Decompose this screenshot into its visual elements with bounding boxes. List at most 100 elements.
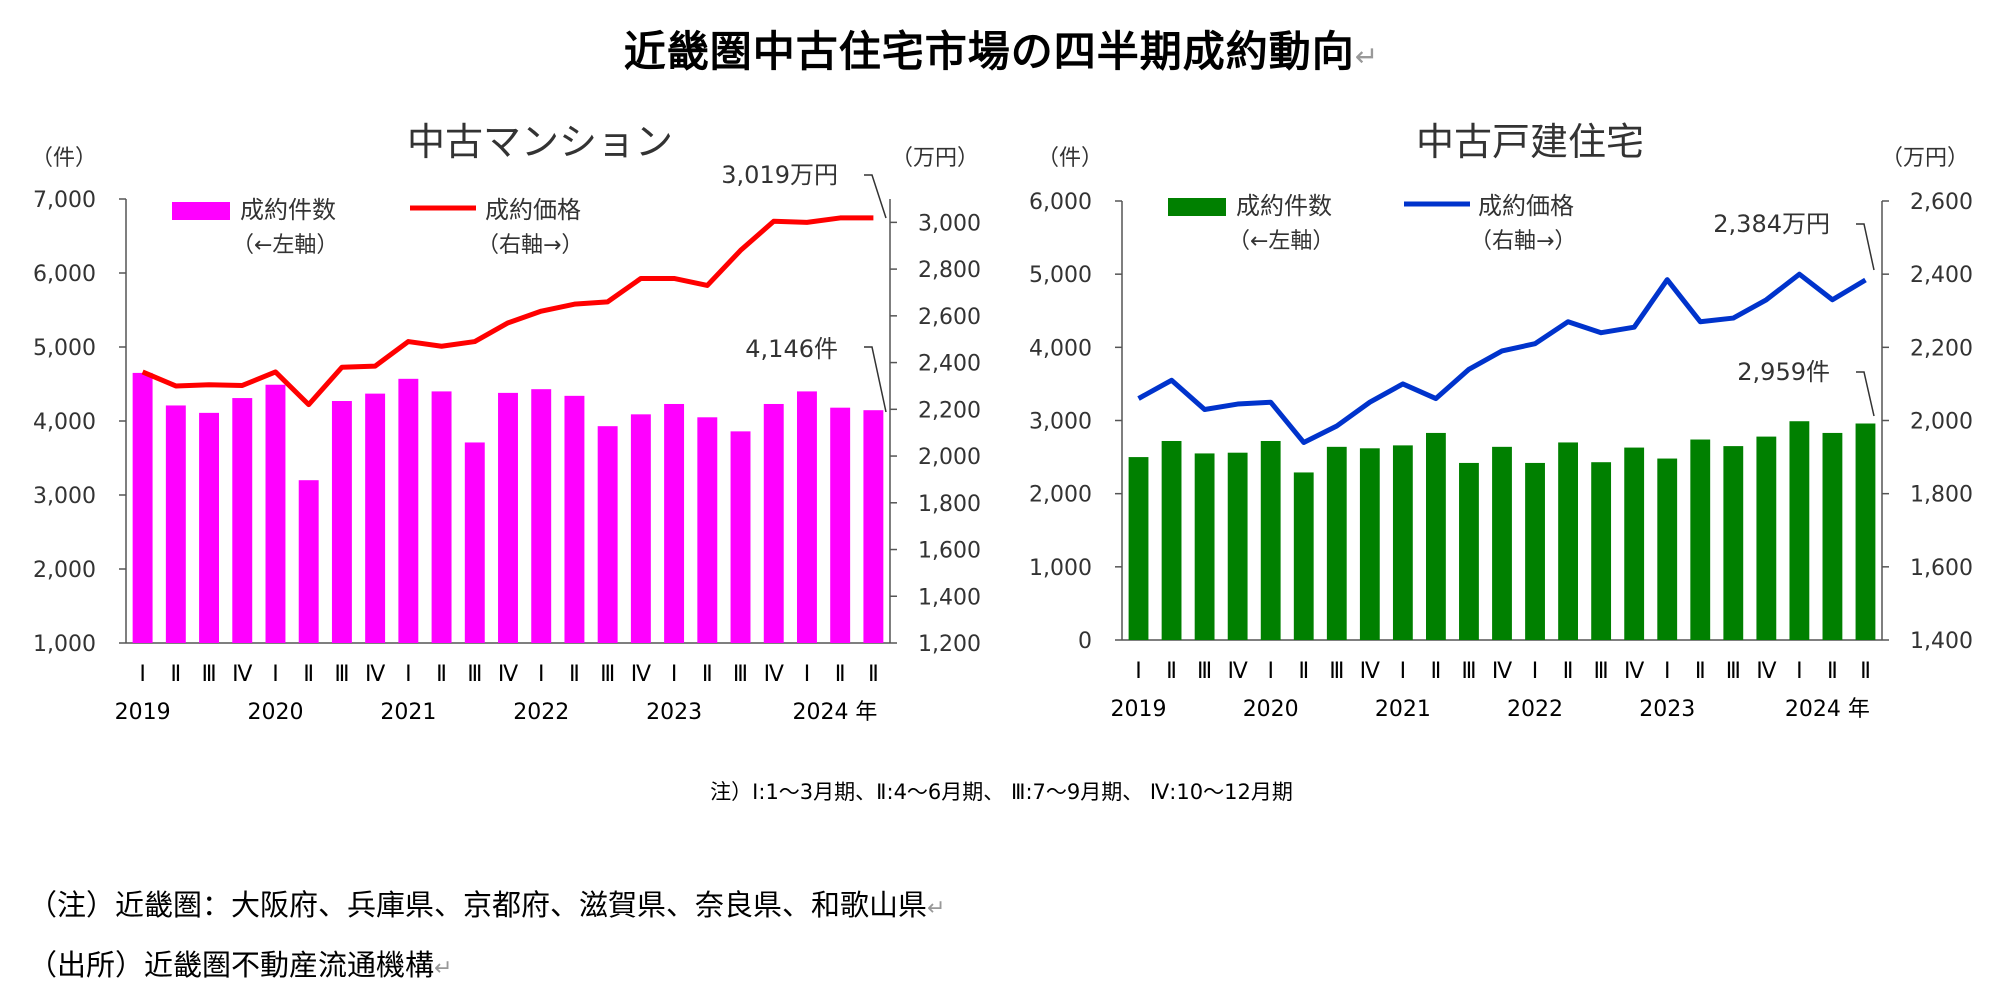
mansion-legend-bar-label: 成約件数 (240, 196, 336, 224)
footer-region-note: （注）近畿圏：大阪府、兵庫県、京都府、滋賀県、奈良県、和歌山県↵ (28, 888, 946, 922)
house-left-tick-label: 1,000 (1029, 556, 1092, 581)
house-left-tick-label: 3,000 (1029, 410, 1092, 435)
mansion-quarter-label: Ⅰ (538, 662, 545, 687)
mansion-left-tick-label: 6,000 (33, 262, 96, 287)
mansion-quarter-label: Ⅳ (498, 662, 519, 687)
house-quarter-label: Ⅰ (1135, 659, 1142, 684)
mansion-bar (498, 392, 518, 643)
house-bar (1525, 462, 1545, 640)
quarter-footnote: 注）Ⅰ:1～3月期、Ⅱ:4～6月期、 Ⅲ:7～9月期、 Ⅳ:10～12月期 (710, 780, 1293, 804)
mansion-quarter-label: Ⅰ (671, 662, 678, 687)
house-quarter-label: Ⅰ (1796, 659, 1803, 684)
mansion-quarter-label: Ⅱ (303, 662, 314, 687)
mansion-bar (531, 389, 552, 643)
mansion-bar (597, 426, 618, 643)
house-quarter-label: Ⅱ (1430, 659, 1441, 684)
house-legend-bar-label: 成約件数 (1236, 192, 1332, 220)
house-right-tick-label: 2,600 (1910, 190, 1973, 215)
mansion-bar (398, 378, 419, 643)
house-left-axis-unit: （件） (1037, 146, 1103, 171)
mansion-bar (365, 393, 386, 643)
mansion-right-tick-label: 1,600 (918, 539, 981, 564)
mansion-left-tick-label: 7,000 (33, 188, 96, 213)
house-price-annotation: 2,384万円 (1713, 210, 1830, 238)
mansion-right-tick-label: 2,000 (918, 445, 981, 470)
mansion-right-tick-label: 2,200 (918, 398, 981, 423)
house-price-line (1137, 271, 1867, 445)
mansion-bar (564, 395, 585, 643)
mansion-quarter-label: Ⅳ (232, 662, 253, 687)
mansion-right-tick-label: 1,400 (918, 585, 981, 610)
house-right-tick-label: 1,800 (1910, 483, 1973, 508)
house-bar (1591, 462, 1612, 640)
mansion-bar (796, 391, 817, 643)
house-year-label: 2023 (1639, 697, 1695, 722)
house-quarter-label: Ⅲ (1197, 659, 1212, 684)
house-right-tick-label: 1,600 (1910, 556, 1973, 581)
house-quarter-label: Ⅲ (1461, 659, 1476, 684)
mansion-quarter-label: Ⅲ (201, 662, 216, 687)
house-bar (1227, 452, 1248, 640)
mansion-quarter-label: Ⅱ (868, 662, 879, 687)
house-bar (1161, 440, 1182, 640)
mansion-legend-line-label: 成約価格 (485, 196, 581, 224)
house-bar (1723, 446, 1744, 640)
house-left-tick-label: 4,000 (1029, 336, 1092, 361)
mansion-quarter-label: Ⅳ (764, 662, 785, 687)
house-quarter-label: Ⅰ (1400, 659, 1407, 684)
mansion-left-tick-label: 5,000 (33, 336, 96, 361)
house-left-tick-label: 2,000 (1029, 483, 1092, 508)
mansion-count-annotation-leader (864, 346, 887, 413)
house-year-label: 2019 (1111, 697, 1167, 722)
mansion-quarter-label: Ⅰ (405, 662, 412, 687)
mansion-right-tick-label: 2,600 (918, 305, 981, 330)
mansion-count-annotation: 4,146件 (745, 335, 838, 363)
mansion-quarter-label: Ⅲ (600, 662, 615, 687)
mansion-price-annotation-leader (864, 174, 887, 219)
mansion-right-tick-label: 1,800 (918, 492, 981, 517)
page-title: 近畿圏中古住宅市場の四半期成約動向↵ (623, 27, 1380, 76)
house-quarter-label: Ⅱ (1166, 659, 1177, 684)
mansion-left-tick-label: 3,000 (33, 484, 96, 509)
mansion-quarter-label: Ⅲ (467, 662, 482, 687)
house-legend-bar-sub: （←左軸） (1228, 229, 1334, 254)
house-left-tick-label: 5,000 (1029, 263, 1092, 288)
mansion-price-annotation: 3,019万円 (721, 161, 838, 189)
house-year-label: 2024 年 (1785, 697, 1870, 722)
house-quarter-label: Ⅱ (1298, 659, 1309, 684)
mansion-chart-title: 中古マンション (407, 120, 673, 164)
mansion-legend-bar-swatch (172, 202, 230, 220)
mansion-year-label: 2022 (513, 700, 569, 725)
house-count-annotation-leader (1856, 371, 1875, 417)
mansion-quarter-label: Ⅱ (569, 662, 580, 687)
house-bar (1392, 445, 1413, 640)
house-bar (1459, 462, 1479, 640)
mansion-quarter-label: Ⅰ (804, 662, 811, 687)
footer-source-note: （出所）近畿圏不動産流通機構↵ (28, 948, 453, 982)
mansion-quarter-label: Ⅲ (733, 662, 748, 687)
house-bar (1128, 457, 1149, 640)
mansion-bar (232, 398, 253, 643)
house-right-tick-label: 2,200 (1910, 336, 1973, 361)
mansion-bar (830, 407, 851, 643)
house-quarter-label: Ⅱ (1860, 659, 1871, 684)
house-bar (1822, 432, 1843, 640)
house-quarter-label: Ⅰ (1664, 659, 1671, 684)
mansion-quarter-label: Ⅱ (436, 662, 447, 687)
mansion-quarter-label: Ⅰ (139, 662, 146, 687)
house-price-annotation-leader (1856, 223, 1875, 271)
house-quarter-label: Ⅳ (1227, 659, 1248, 684)
mansion-left-axis-unit: （件） (31, 146, 97, 171)
house-quarter-label: Ⅲ (1329, 659, 1344, 684)
house-quarter-label: Ⅲ (1726, 659, 1741, 684)
mansion-legend-line-sub: （右軸→） (477, 233, 583, 258)
house-bar (1558, 442, 1578, 640)
mansion-bar (464, 442, 485, 643)
house-quarter-label: Ⅳ (1492, 659, 1513, 684)
mansion-right-tick-label: 2,400 (918, 352, 981, 377)
house-bar (1789, 421, 1810, 640)
mansion-quarter-label: Ⅱ (702, 662, 713, 687)
mansion-legend-bar-sub: （←左軸） (232, 233, 338, 258)
mansion-bar (664, 403, 685, 643)
